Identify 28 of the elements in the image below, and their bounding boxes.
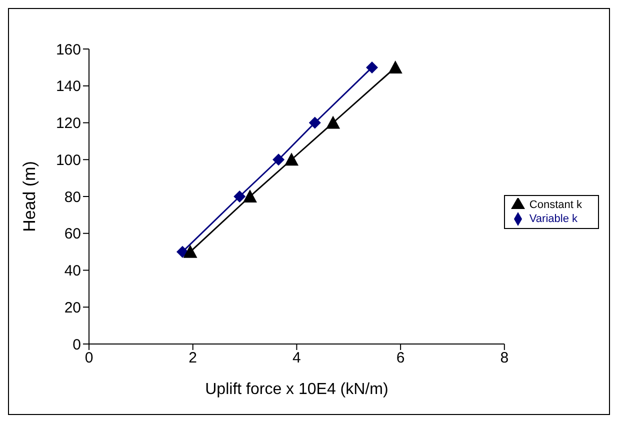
x-tick-label: 4 [292, 350, 301, 367]
y-tick-label: 60 [64, 226, 81, 243]
point [176, 246, 188, 258]
x-tick-label: 6 [396, 350, 405, 367]
point [366, 61, 378, 74]
point [326, 116, 340, 129]
y-tick-label: 80 [64, 188, 81, 206]
x-tick-label: 0 [84, 350, 94, 367]
point [284, 152, 299, 166]
legend-label: Constant k [529, 198, 582, 210]
y-axis-title: Head (m) [20, 161, 40, 232]
point [242, 190, 257, 202]
point [272, 154, 285, 166]
y-tick-label: 20 [64, 299, 81, 316]
x-tick-label: 2 [188, 350, 198, 367]
x-axis-title: Uplift force x 10E4 (kN/m) [205, 381, 388, 398]
y-tick-label: 100 [56, 152, 81, 169]
y-tick-label: 120 [56, 115, 81, 132]
point [183, 244, 198, 258]
point [234, 190, 246, 202]
x-tick-label: 8 [500, 350, 509, 367]
y-tick-label: 40 [64, 262, 81, 280]
y-tick-label: 140 [56, 78, 81, 96]
point [308, 116, 321, 129]
y-tick-label: 160 [56, 41, 81, 58]
y-tick-label: 0 [72, 336, 81, 354]
legend-label: Variable k [529, 212, 578, 224]
point [388, 60, 402, 74]
